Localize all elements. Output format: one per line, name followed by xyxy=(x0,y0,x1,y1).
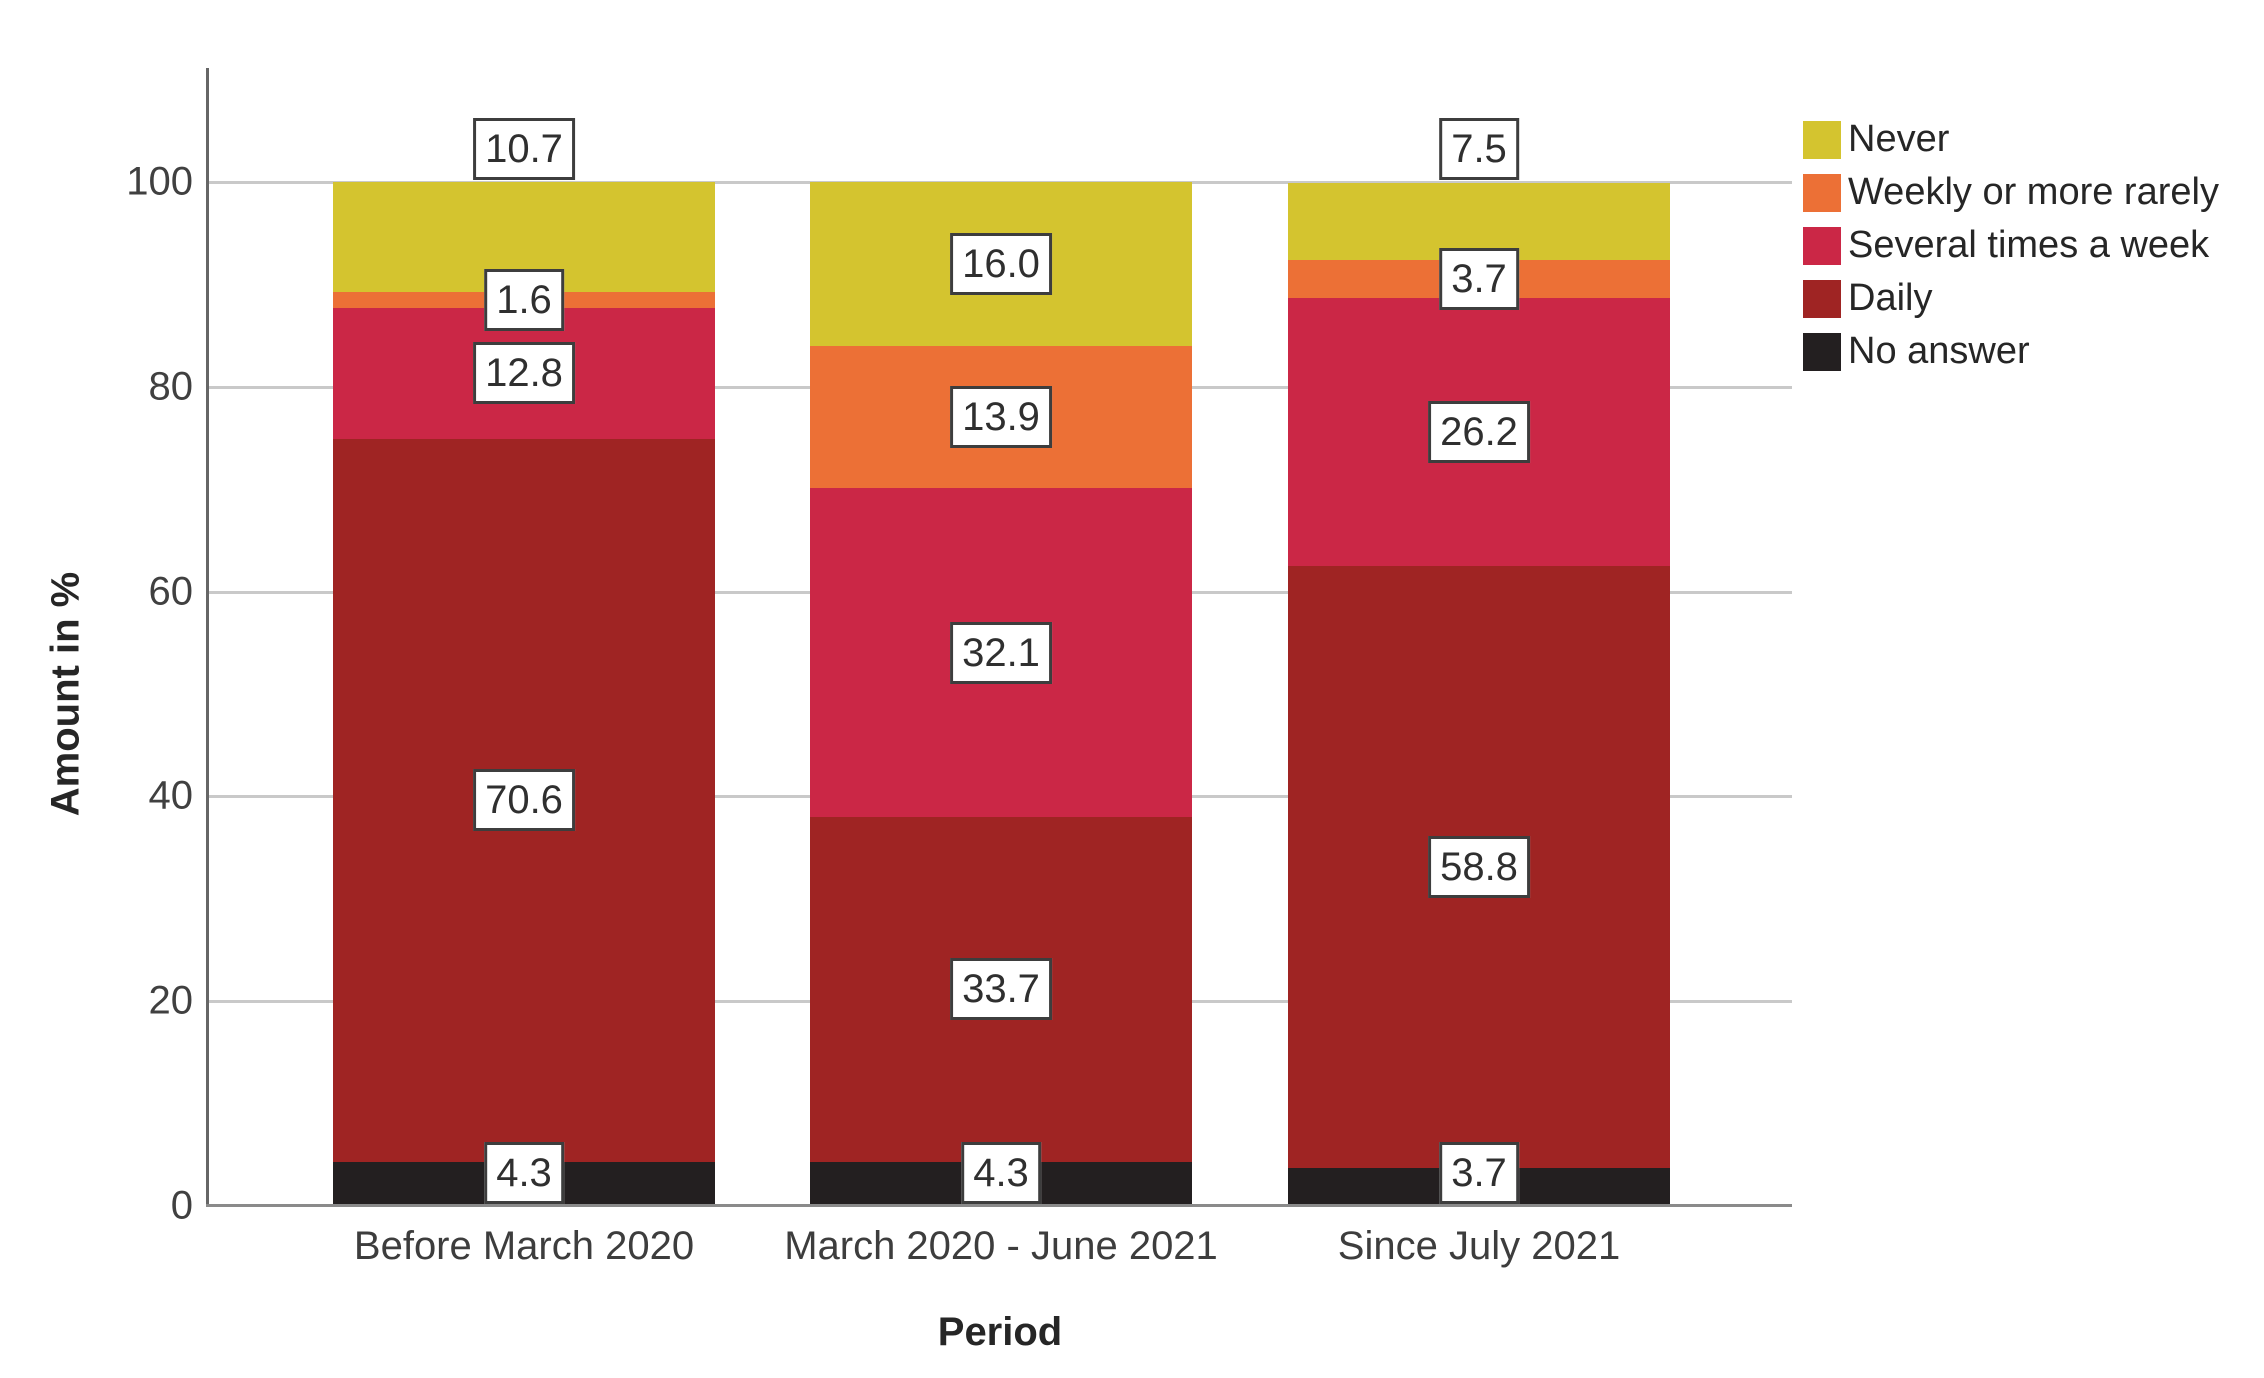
y-axis-line xyxy=(206,68,209,1206)
x-category-label: Before March 2020 xyxy=(353,1224,695,1268)
value-label: 32.1 xyxy=(950,621,1052,684)
legend-row: Several times a week xyxy=(1803,219,2219,272)
value-label: 3.7 xyxy=(1439,1142,1519,1204)
y-tick-label-80: 80 xyxy=(148,364,194,409)
y-tick-label-60: 60 xyxy=(148,569,194,614)
value-label: 7.5 xyxy=(1439,118,1519,180)
legend-label: Daily xyxy=(1848,277,1933,319)
x-category-label: March 2020 - June 2021 xyxy=(784,1224,1218,1268)
legend-row: Never xyxy=(1803,113,2219,166)
y-tick-label-100: 100 xyxy=(126,159,193,204)
value-label: 70.6 xyxy=(473,769,575,832)
value-label: 10.7 xyxy=(473,118,575,180)
value-label: 3.7 xyxy=(1439,247,1519,310)
value-label: 16.0 xyxy=(950,232,1052,295)
value-label: 4.3 xyxy=(961,1142,1041,1204)
y-axis-title: Amount in % xyxy=(43,571,88,817)
legend-label: No answer xyxy=(1848,330,2030,372)
value-label: 13.9 xyxy=(950,386,1052,448)
legend-row: No answer xyxy=(1803,325,2219,378)
legend-swatch-icon xyxy=(1803,332,1841,371)
legend-label: Weekly or more rarely xyxy=(1848,171,2219,213)
y-tick-label-0: 0 xyxy=(170,1183,193,1228)
x-axis-line xyxy=(206,1204,1792,1207)
x-category-label: Since July 2021 xyxy=(1337,1224,1621,1268)
legend-swatch-icon xyxy=(1803,120,1841,159)
y-tick-label-40: 40 xyxy=(148,773,194,818)
value-label: 4.3 xyxy=(484,1142,564,1204)
legend-label: Several times a week xyxy=(1848,224,2210,266)
x-axis-title: Period xyxy=(937,1310,1063,1354)
legend-row: Weekly or more rarely xyxy=(1803,166,2219,219)
y-tick-label-20: 20 xyxy=(148,978,194,1023)
legend-row: Daily xyxy=(1803,272,2219,325)
legend-swatch-icon xyxy=(1803,226,1841,265)
value-label: 58.8 xyxy=(1428,836,1530,899)
value-label: 26.2 xyxy=(1428,400,1530,463)
bar-segment xyxy=(1288,183,1670,260)
value-label: 1.6 xyxy=(484,268,564,331)
legend-swatch-icon xyxy=(1803,279,1841,318)
legend: Never Weekly or more rarely Several times … xyxy=(1803,113,2219,378)
legend-swatch-icon xyxy=(1803,173,1841,212)
value-label: 12.8 xyxy=(473,342,575,405)
value-label: 33.7 xyxy=(950,958,1052,1021)
legend-label: Never xyxy=(1848,118,1950,160)
